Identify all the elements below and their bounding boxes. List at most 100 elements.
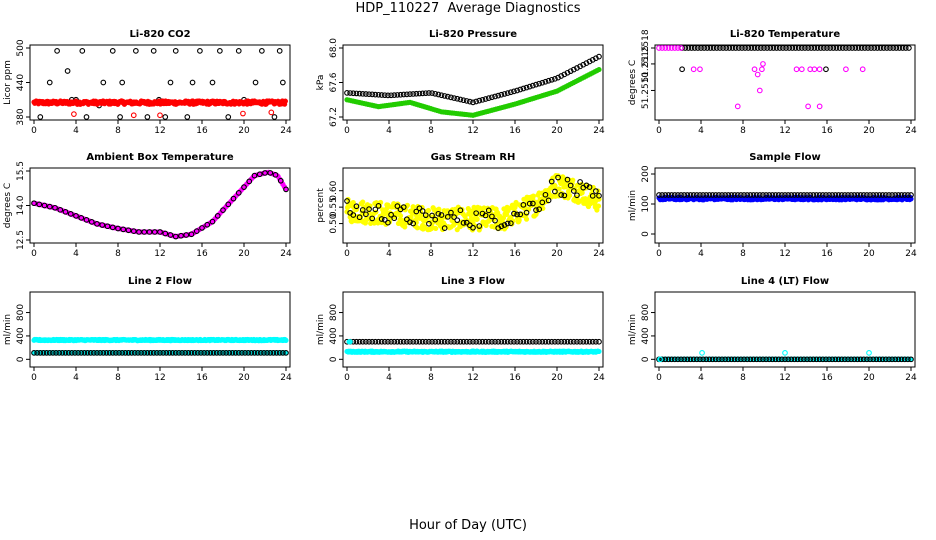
data-point: [167, 79, 174, 86]
data-point: [414, 225, 420, 231]
x-tick-label: 20: [863, 373, 875, 383]
data-point: [444, 93, 451, 100]
data-point: [410, 220, 417, 227]
data-point: [533, 81, 539, 88]
x-tick-label: 12: [467, 373, 478, 383]
data-point: [388, 211, 394, 218]
x-tick-label: 12: [467, 126, 478, 136]
data-point: [276, 48, 283, 54]
x-tick-label: 20: [551, 373, 563, 383]
x-tick-label: 16: [196, 126, 208, 136]
y-tick-label: 0: [641, 356, 651, 362]
data-point: [283, 337, 289, 344]
data-point: [435, 91, 442, 98]
data-point: [902, 45, 909, 51]
data-point: [350, 200, 356, 206]
data-point: [824, 45, 830, 51]
y-axis-label: degrees C: [3, 183, 13, 228]
data-point: [256, 171, 263, 178]
y-axis-label: ml/min: [3, 314, 13, 345]
data-point: [220, 207, 226, 213]
data-point: [375, 91, 382, 98]
data-point: [454, 217, 461, 224]
data-point: [184, 114, 191, 120]
panel-4: Gas Stream RH 0 4 8 12 16 20 24 0.500.550.60perc…: [316, 152, 605, 259]
data-point: [71, 111, 77, 117]
data-point: [400, 204, 407, 210]
data-point: [577, 179, 583, 185]
data-point: [504, 220, 511, 227]
panel-1: Li-820 Pressure 0 4 8 12 16 20 24 67.2 67.6 68.0 kP…: [316, 29, 605, 136]
data-point: [735, 45, 742, 51]
data-point: [36, 201, 43, 208]
data-point: [52, 204, 58, 211]
data-point: [514, 211, 520, 218]
data-point: [413, 208, 420, 215]
data-point: [675, 45, 681, 51]
x-tick-label: 4: [698, 249, 704, 259]
data-point: [839, 45, 846, 51]
data-point: [130, 112, 137, 119]
data-point: [259, 48, 265, 54]
data-point: [874, 45, 881, 51]
data-point: [485, 95, 492, 101]
data-point: [759, 66, 765, 73]
plot-frame: [342, 291, 604, 368]
data-point: [188, 231, 195, 238]
x-tick-label: 20: [551, 249, 563, 259]
data-point: [596, 348, 602, 355]
data-point: [520, 201, 527, 208]
x-tick-label: 8: [740, 249, 746, 259]
data-point: [754, 71, 761, 78]
data-point: [162, 230, 169, 237]
data-point: [282, 98, 288, 104]
y-tick-label: 400: [329, 327, 339, 344]
data-point: [704, 45, 711, 51]
panel-title: Li-820 CO2: [129, 29, 190, 40]
data-point: [760, 61, 766, 67]
data-point: [783, 45, 789, 51]
data-point: [662, 45, 669, 51]
data-point: [356, 90, 363, 97]
data-point: [167, 232, 174, 238]
x-tick-label: 4: [73, 126, 79, 136]
x-tick-label: 20: [863, 249, 875, 259]
y-tick-label: 0.60: [329, 180, 339, 200]
data-point: [552, 188, 558, 195]
data-point: [523, 209, 530, 216]
data-point: [363, 211, 369, 218]
data-point: [369, 91, 376, 98]
data-point: [564, 176, 571, 183]
data-point: [94, 221, 100, 227]
data-point: [78, 215, 85, 221]
data-point: [435, 210, 442, 217]
data-point: [511, 88, 517, 95]
data-point: [283, 186, 289, 193]
data-point: [130, 228, 137, 234]
data-point: [356, 214, 363, 221]
data-point: [836, 45, 843, 51]
data-point: [523, 84, 530, 91]
data-point: [523, 216, 530, 222]
y-tick-label: 68.0: [329, 38, 339, 58]
data-point: [868, 45, 874, 51]
data-point: [732, 45, 739, 51]
data-point: [381, 92, 388, 99]
data-point: [432, 90, 439, 97]
data-point: [99, 222, 106, 228]
y-tick-label: 400: [16, 327, 26, 344]
data-point: [120, 226, 127, 233]
data-point: [861, 45, 868, 51]
data-point: [567, 182, 574, 189]
data-point: [529, 82, 536, 89]
data-point: [776, 45, 783, 51]
data-point: [668, 45, 675, 51]
data-point: [690, 66, 697, 73]
data-point: [713, 45, 720, 51]
y-axis-label: ml/min: [628, 190, 638, 221]
x-tick-label: 24: [905, 249, 917, 259]
data-point: [798, 45, 805, 51]
data-point: [350, 90, 357, 97]
data-point: [350, 212, 357, 218]
data-point: [717, 45, 723, 51]
